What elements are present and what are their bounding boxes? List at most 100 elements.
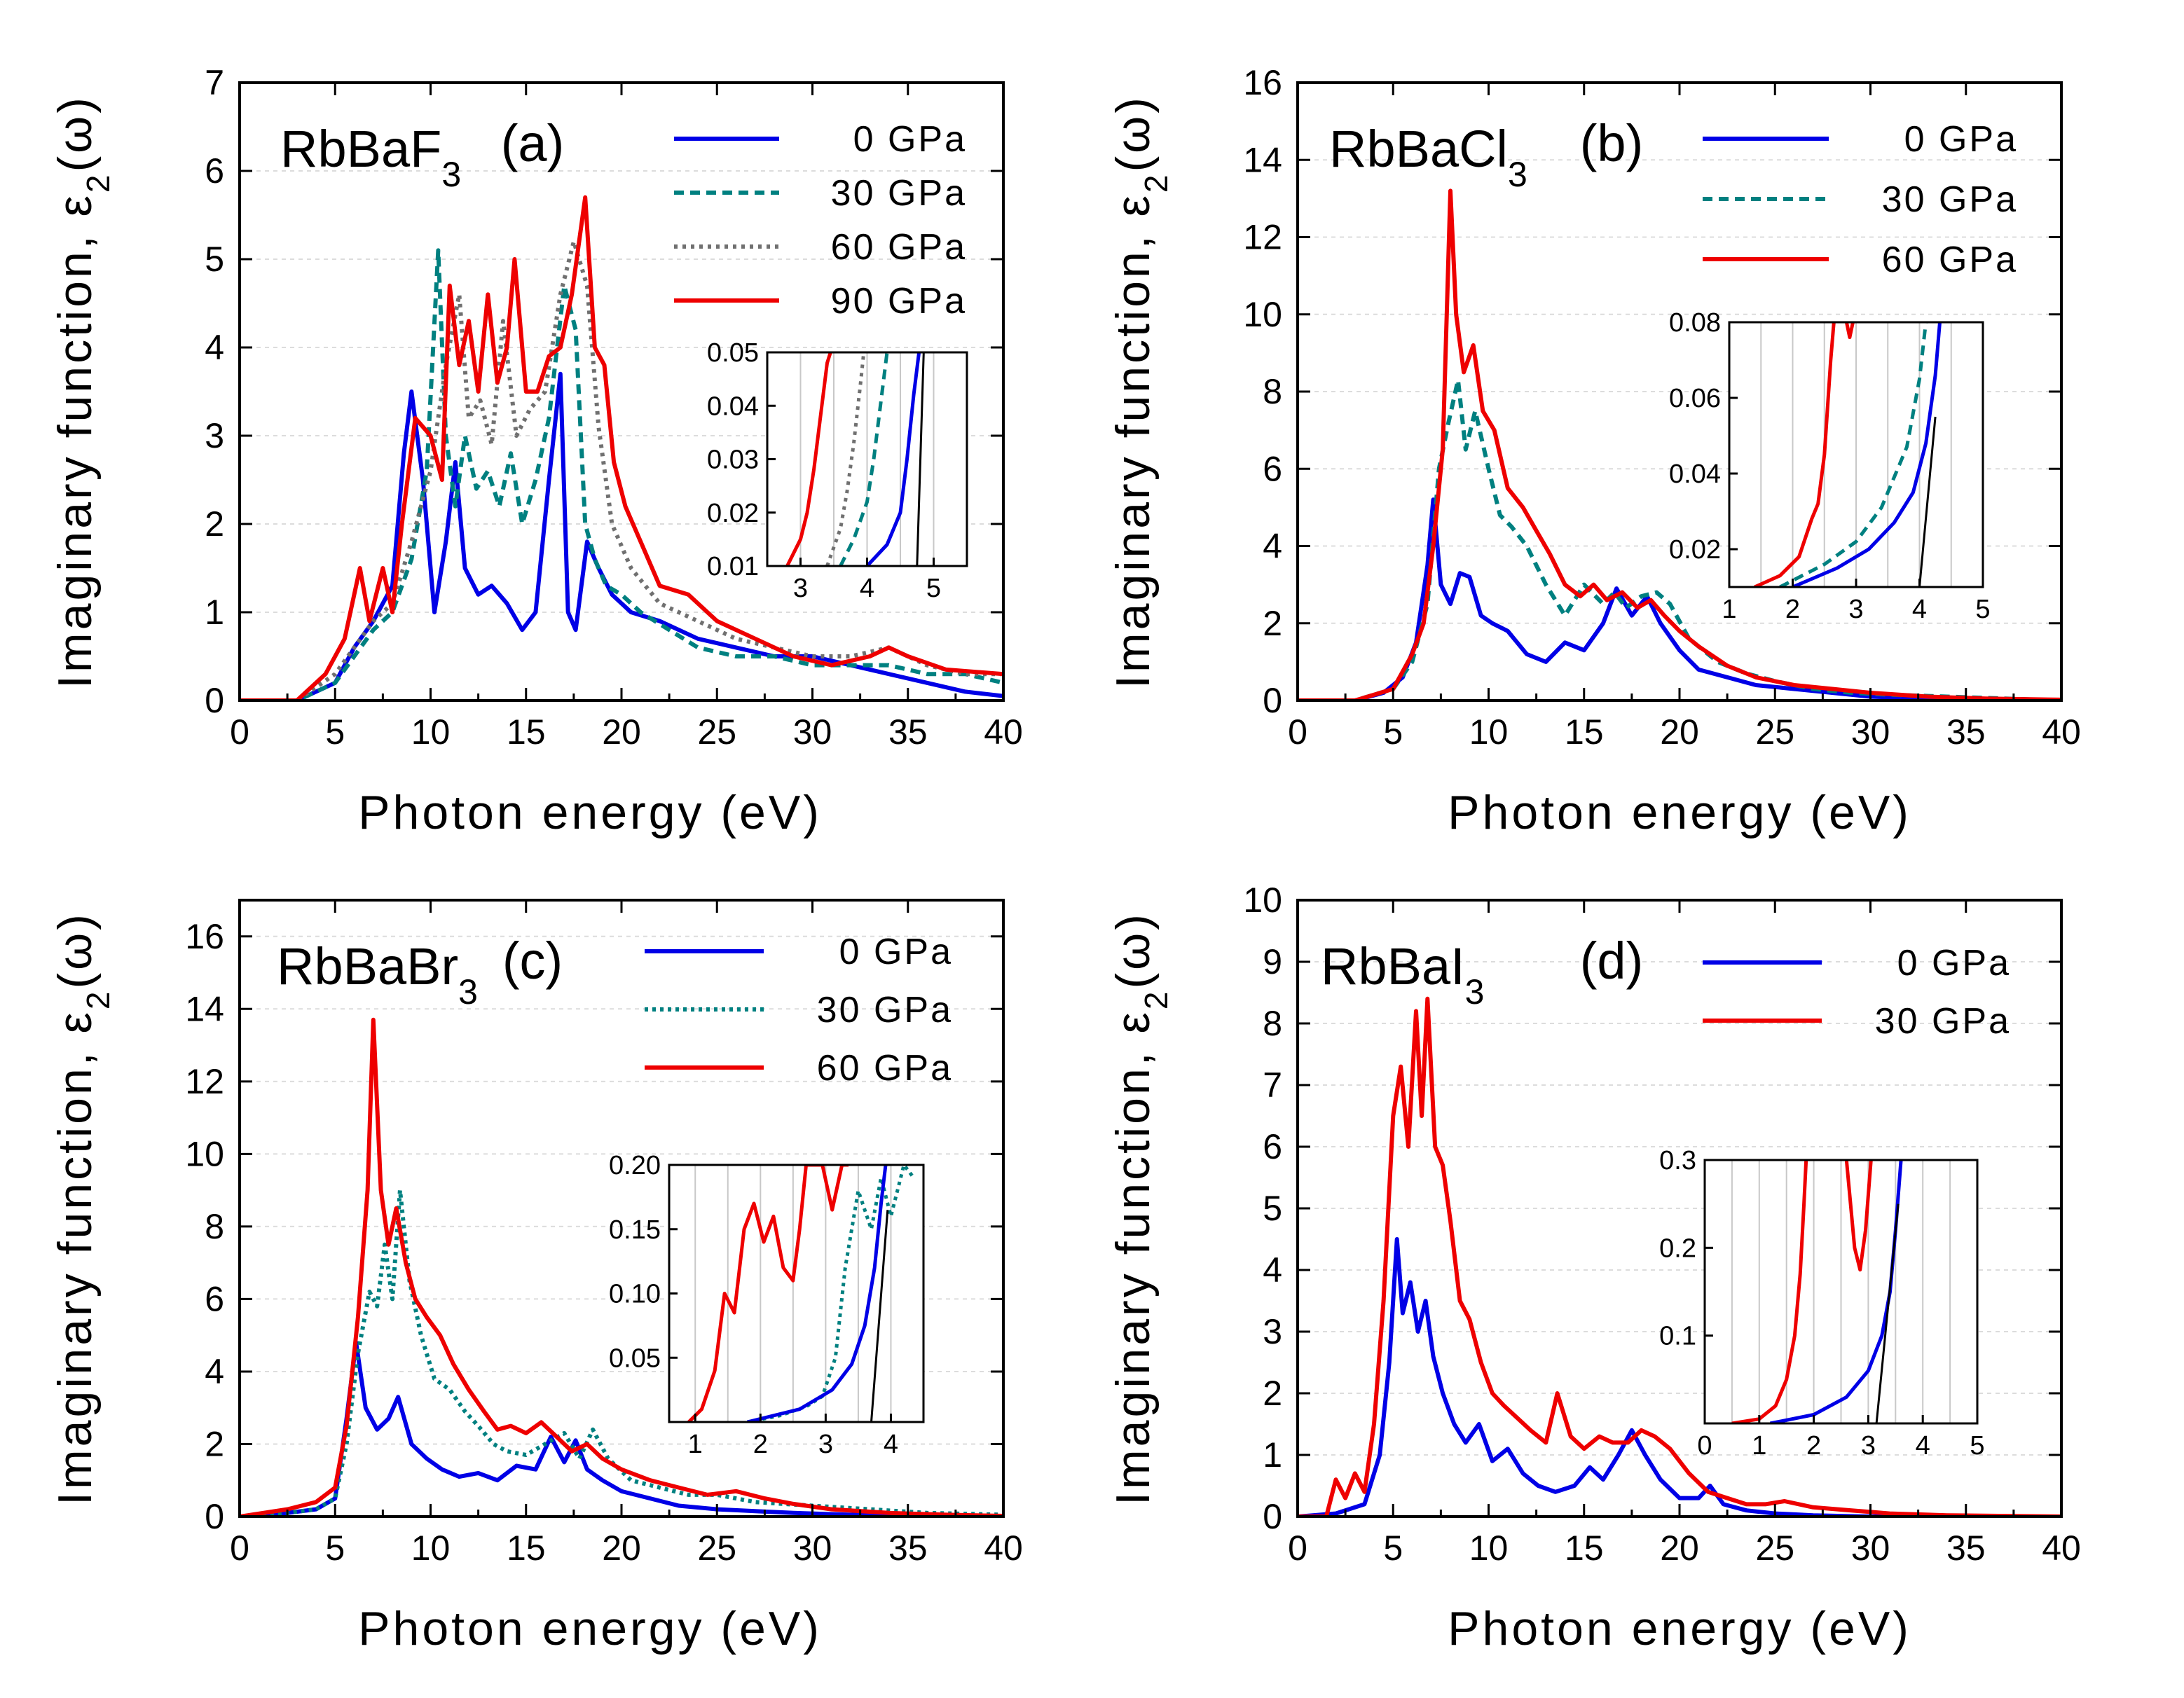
x-tick-label: 25 [1755, 712, 1794, 752]
series-group [1298, 996, 2061, 1517]
series-line-60-gpa [240, 1017, 1003, 1517]
inset-x-tick-label: 5 [926, 574, 941, 603]
legend: 0 GPa 30 GPa 60 GPa 90 GPa [674, 119, 967, 322]
inset-x-tick-label: 3 [818, 1430, 833, 1459]
y-tick-label: 2 [205, 1424, 224, 1463]
x-tick-label: 35 [888, 1528, 928, 1568]
legend: 0 GPa 30 GPa 60 GPa [645, 932, 953, 1089]
x-tick-label: 40 [2042, 712, 2081, 752]
inset-series-line [687, 1165, 849, 1422]
panel-label: (c) [502, 932, 563, 990]
y-tick-label: 4 [1263, 1250, 1282, 1290]
x-tick-label: 25 [697, 1528, 736, 1568]
inset-y-tick-label: 0.05 [609, 1344, 661, 1373]
legend-label: 30 GPa [817, 990, 953, 1030]
inset-x-tick-label: 0 [1697, 1431, 1712, 1461]
y-tick-label: 3 [1263, 1312, 1282, 1351]
y-tick-label: 1 [1263, 1435, 1282, 1475]
legend: 0 GPa 30 GPa [1703, 943, 2011, 1042]
legend-label: 60 GPa [831, 227, 967, 268]
x-tick-label: 30 [793, 1528, 832, 1568]
x-tick-label: 5 [1383, 712, 1403, 752]
y-tick-label: 0 [205, 681, 224, 720]
inset-y-tick-label: 0.05 [707, 338, 759, 368]
x-axis-label: Photon energy (eV) [358, 786, 822, 839]
inset-x-tick-label: 3 [1848, 595, 1863, 624]
x-tick-label: 5 [325, 712, 345, 752]
inset-series-line [825, 352, 866, 566]
series-line-30-gpa [240, 248, 1003, 700]
inset-x-tick-label: 5 [1975, 595, 1990, 624]
inset-series-line [870, 1210, 889, 1422]
y-tick-label: 5 [1263, 1189, 1282, 1228]
inset-series-line [747, 1165, 888, 1422]
x-tick-label: 35 [1946, 1528, 1986, 1568]
material-label: RbBaCl3 [1329, 120, 1527, 194]
inset-series-group [687, 1165, 915, 1422]
inset-y-tick-label: 0.04 [1669, 460, 1721, 489]
series-line-30-gpa [1298, 996, 2061, 1517]
inset-series-line [1844, 1160, 1873, 1272]
series-group [240, 195, 1003, 700]
x-tick-label: 20 [1660, 712, 1699, 752]
x-tick-label: 20 [602, 1528, 641, 1568]
inset-y-tick-label: 0.01 [707, 552, 759, 581]
y-tick-label: 10 [1243, 295, 1282, 334]
panel-label: (b) [1580, 114, 1643, 172]
inset-x-tick-label: 1 [1722, 595, 1736, 624]
inset-y-tick-label: 0.06 [1669, 384, 1721, 413]
inset-series-line [865, 352, 921, 566]
x-tick-label: 15 [1565, 1528, 1604, 1568]
inset-series-line [1875, 1203, 1900, 1423]
y-tick-label: 1 [205, 593, 224, 632]
inset-series-line [1792, 322, 1942, 587]
y-tick-label: 14 [185, 989, 224, 1028]
y-tick-label: 6 [1263, 449, 1282, 488]
material-label: RbBaF3 [280, 120, 461, 194]
x-tick-label: 40 [984, 712, 1023, 752]
x-tick-label: 0 [230, 1528, 249, 1568]
y-tick-label: 0 [1263, 681, 1282, 720]
y-tick-label: 4 [1263, 527, 1282, 566]
inset-series-line [916, 352, 925, 566]
legend-label: 60 GPa [1882, 240, 2018, 280]
y-tick-label: 9 [1263, 942, 1282, 981]
inset: 3 4 5 0.01 0.02 0.03 0.04 0.05 [707, 338, 968, 603]
inset-x-tick-label: 4 [884, 1430, 898, 1459]
inset-x-tick-label: 1 [1752, 1431, 1766, 1461]
y-tick-label: 2 [1263, 1374, 1282, 1413]
y-tick-label: 7 [205, 63, 224, 102]
inset-series-group [1731, 1160, 1903, 1423]
inset-y-tick-label: 0.03 [707, 446, 759, 475]
x-tick-label: 15 [507, 1528, 546, 1568]
inset-series-line [839, 352, 889, 566]
material-label: RbBaBr3 [277, 937, 478, 1012]
inset-series-line [1844, 322, 1855, 340]
y-tick-label: 6 [205, 151, 224, 191]
x-tick-label: 40 [984, 1528, 1023, 1568]
series-line-60-gpa [1298, 188, 2061, 700]
y-tick-label: 10 [185, 1134, 224, 1173]
inset-series-line [785, 352, 832, 566]
y-tick-label: 4 [205, 1352, 224, 1391]
y-tick-label: 6 [205, 1279, 224, 1318]
x-tick-label: 0 [1288, 1528, 1307, 1568]
legend-label: 0 GPa [1897, 943, 2011, 983]
series-line-90-gpa [240, 195, 1003, 700]
y-tick-label: 2 [205, 504, 224, 544]
inset-series-line [1918, 416, 1937, 587]
inset: 0 1 2 3 4 5 0.1 0.2 0.3 [1659, 1146, 1984, 1461]
x-tick-label: 0 [1288, 712, 1307, 752]
legend-label: 0 GPa [853, 119, 967, 160]
inset-x-tick-label: 4 [1912, 595, 1927, 624]
inset-x-tick-label: 2 [1785, 595, 1800, 624]
x-tick-label: 35 [1946, 712, 1986, 752]
inset-y-tick-label: 0.15 [609, 1215, 661, 1245]
inset-background [669, 1165, 923, 1422]
inset-x-tick-label: 1 [688, 1430, 703, 1459]
y-tick-label: 6 [1263, 1127, 1282, 1166]
inset-y-tick-label: 0.10 [609, 1280, 661, 1309]
